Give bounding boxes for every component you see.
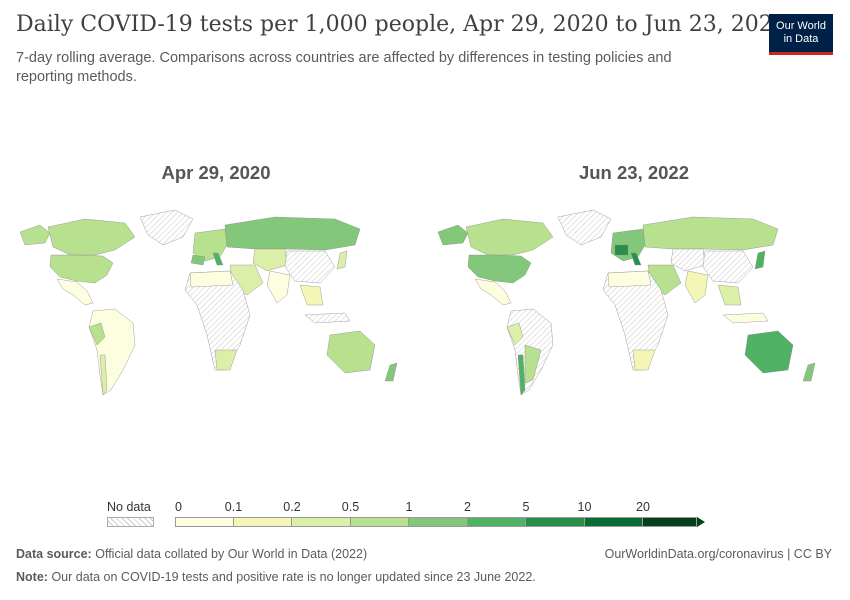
region-india[interactable] [266,270,291,304]
chart-note: Note: Our data on COVID-19 tests and pos… [16,570,536,584]
region-central-asia[interactable] [252,248,288,272]
legend-tick-label: 5 [522,500,530,514]
region-china[interactable] [702,250,754,284]
region-alaska[interactable] [437,224,469,246]
region-argentina[interactable] [524,344,542,384]
logo-line-2: in Data [783,33,819,45]
region-russia[interactable] [224,216,361,251]
legend-bin[interactable] [643,517,697,527]
region-australia[interactable] [326,330,376,374]
color-legend: No data 0 0.1 0.2 0.5 1 2 5 10 20 [100,495,720,535]
legend-tick-label: 0.5 [341,500,360,514]
region-southeast-asia[interactable] [299,284,324,306]
region-russia[interactable] [642,216,779,251]
chart-title: Daily COVID-19 tests per 1,000 people, A… [16,12,787,37]
region-canada[interactable] [47,218,136,256]
legend-bin[interactable] [584,517,643,527]
data-source: Data source: Official data collated by O… [16,547,367,561]
no-data-swatch[interactable] [107,517,154,527]
legend-tick-label: 0.2 [283,500,301,514]
region-usa[interactable] [467,254,532,284]
world-map-start[interactable] [15,205,415,405]
region-australia[interactable] [744,330,794,374]
legend-bin[interactable] [409,517,468,527]
legend-tick-label: 2 [464,500,471,514]
legend-bin[interactable] [350,517,409,527]
legend-bin[interactable] [467,517,526,527]
region-peru[interactable] [506,322,524,346]
region-greenland[interactable] [139,209,194,246]
legend-bin[interactable] [233,517,292,527]
region-mexico[interactable] [56,278,94,306]
region-new-zealand[interactable] [384,362,398,382]
note-text: Our data on COVID-19 tests and positive … [51,570,536,584]
region-indonesia[interactable] [304,312,351,324]
region-japan[interactable] [754,250,766,270]
region-peru[interactable] [88,322,106,346]
region-italy[interactable] [212,252,224,266]
chart-subtitle: 7-day rolling average. Comparisons acros… [16,50,672,85]
source-url-link[interactable]: OurWorldinData.org/coronavirus | CC BY [604,547,832,561]
region-south-america[interactable] [88,308,136,396]
owid-logo[interactable]: Our World in Data [769,14,833,55]
region-alaska[interactable] [19,224,51,246]
region-central-asia[interactable] [670,248,706,272]
legend-tick-label: 1 [405,500,413,514]
region-south-africa[interactable] [632,349,656,371]
map-title-start: Apr 29, 2020 [161,162,271,183]
logo-line-1: Our World [776,20,826,32]
region-mexico[interactable] [474,278,512,306]
legend-tick-label: 0.1 [224,500,243,514]
region-canada[interactable] [465,218,554,256]
legend-bin[interactable] [175,517,234,527]
legend-tick-label: 0 [175,500,182,514]
map-title-end: Jun 23, 2022 [578,162,690,183]
region-india[interactable] [684,270,709,304]
legend-bin[interactable] [292,517,351,527]
region-new-zealand[interactable] [802,362,816,382]
region-italy[interactable] [630,252,642,266]
note-label: Note: [16,570,48,584]
legend-arrow [696,517,705,527]
region-chile[interactable] [517,354,526,396]
data-source-text: Official data collated by Our World in D… [95,547,368,561]
world-map-end[interactable] [433,205,833,405]
no-data-label: No data [107,500,151,514]
region-france[interactable] [614,244,629,256]
region-south-africa[interactable] [214,349,238,371]
region-china[interactable] [284,250,336,284]
region-chile[interactable] [99,354,108,396]
legend-tick-label: 10 [577,500,592,514]
region-japan[interactable] [336,250,348,270]
legend-bin[interactable] [526,517,585,527]
region-north-africa[interactable] [189,270,234,288]
region-southeast-asia[interactable] [717,284,742,306]
legend-tick-label: 20 [636,500,650,514]
region-europe[interactable] [192,228,228,262]
region-usa[interactable] [49,254,114,284]
region-indonesia[interactable] [722,312,769,324]
region-spain[interactable] [190,254,206,266]
region-greenland[interactable] [557,209,612,246]
region-north-africa[interactable] [607,270,652,288]
data-source-label: Data source: [16,547,92,561]
